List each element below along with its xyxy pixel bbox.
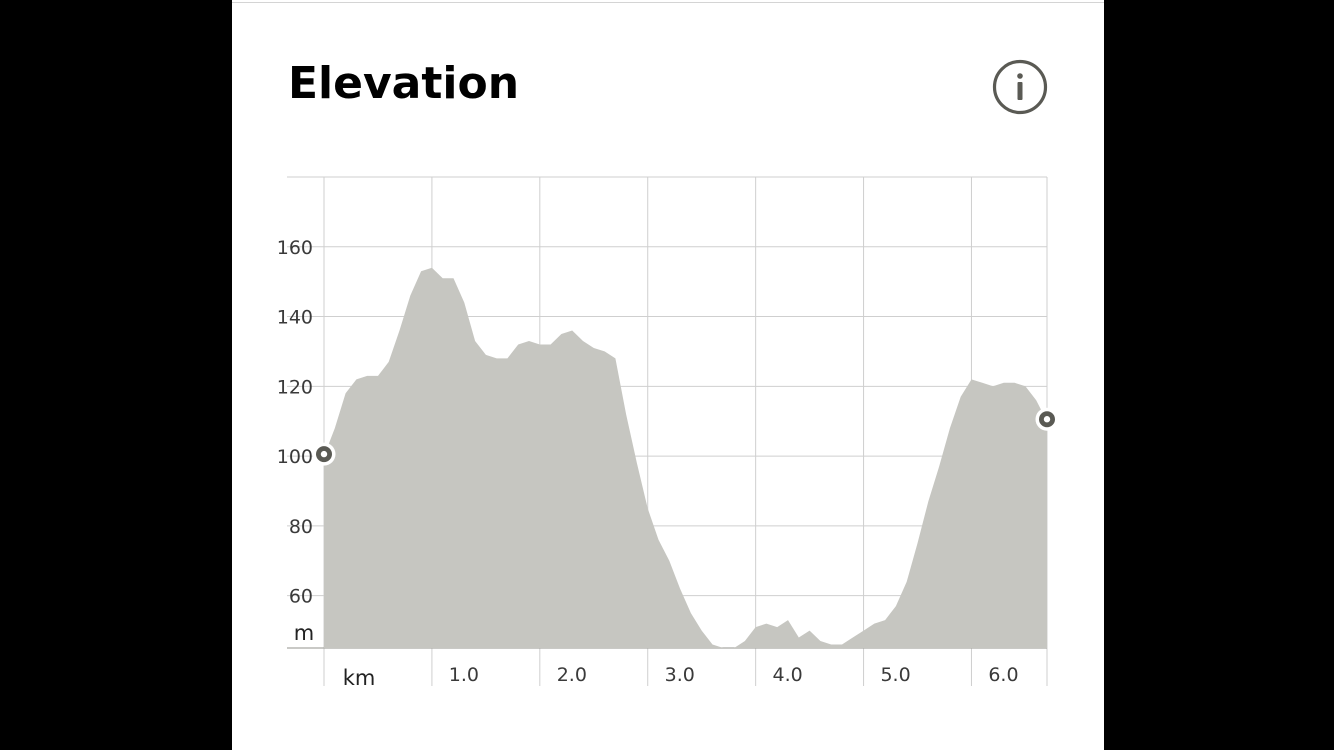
elevation-area bbox=[324, 267, 1047, 648]
x-tick-label: 4.0 bbox=[773, 664, 803, 686]
x-tick-label: 1.0 bbox=[449, 664, 479, 686]
start-marker-dot bbox=[320, 450, 328, 458]
divider bbox=[232, 2, 1104, 3]
info-circle-icon bbox=[992, 59, 1048, 115]
y-tick-label: 140 bbox=[277, 307, 313, 329]
x-tick-labels: 1.0 2.0 3.0 4.0 5.0 6.0 bbox=[449, 664, 1019, 686]
y-tick-label: 160 bbox=[277, 237, 313, 259]
y-tick-label: 100 bbox=[277, 446, 313, 468]
y-axis-unit: m bbox=[294, 621, 314, 645]
y-tick-label: 80 bbox=[289, 516, 313, 538]
x-axis-unit: km bbox=[343, 666, 376, 690]
y-tick-label: 120 bbox=[277, 376, 313, 398]
x-tick-label: 3.0 bbox=[665, 664, 695, 686]
y-tick-labels: 60 80 100 120 140 160 bbox=[277, 237, 313, 608]
route-markers bbox=[312, 407, 1059, 466]
x-tick-label: 5.0 bbox=[880, 664, 910, 686]
info-button[interactable] bbox=[992, 59, 1048, 115]
x-tick-label: 2.0 bbox=[557, 664, 587, 686]
end-marker-dot bbox=[1043, 416, 1051, 423]
x-tick-label: 6.0 bbox=[988, 664, 1018, 686]
y-tick-label: 60 bbox=[289, 586, 313, 608]
page-title: Elevation bbox=[288, 58, 520, 109]
